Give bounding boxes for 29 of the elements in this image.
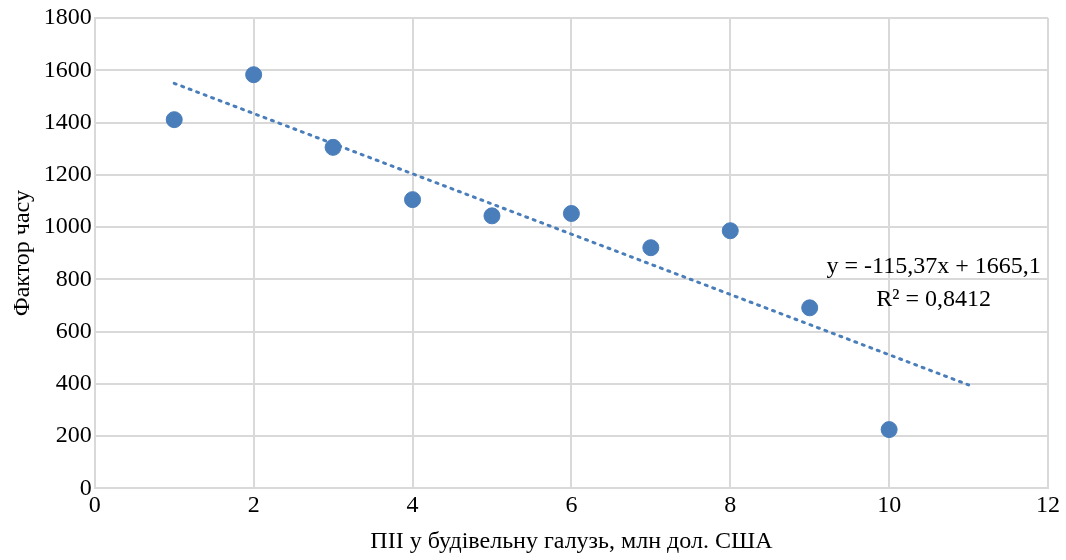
point bbox=[642, 239, 660, 257]
point bbox=[483, 207, 501, 225]
x-axis-title: ПІІ у будівельну галузь, млн дол. США bbox=[370, 526, 774, 553]
y-tick-label: 1800 bbox=[43, 3, 92, 30]
y-tick-label: 800 bbox=[55, 264, 92, 291]
y-tick-label: 200 bbox=[55, 421, 92, 448]
point bbox=[880, 421, 898, 439]
point bbox=[801, 299, 819, 317]
point bbox=[324, 138, 342, 156]
point bbox=[404, 191, 422, 209]
y-tick-label: 400 bbox=[55, 369, 92, 396]
x-tick-label: 10 bbox=[877, 491, 902, 518]
x-tick-label: 2 bbox=[247, 491, 260, 518]
point bbox=[245, 66, 263, 84]
y-tick-label: 1400 bbox=[43, 107, 92, 134]
x-tick-label: 8 bbox=[724, 491, 737, 518]
point bbox=[562, 204, 580, 222]
y-tick-label: 1000 bbox=[43, 212, 92, 239]
x-tick-label: 6 bbox=[565, 491, 578, 518]
point bbox=[165, 111, 183, 129]
point bbox=[721, 222, 739, 240]
y-axis-title: Фактор часу bbox=[7, 190, 34, 317]
annotation: R² = 0,8412 bbox=[876, 284, 991, 311]
y-tick-label: 600 bbox=[55, 316, 92, 343]
y-tick-label: 1600 bbox=[43, 55, 92, 82]
x-tick-label: 4 bbox=[406, 491, 419, 518]
x-tick-label: 12 bbox=[1036, 491, 1060, 518]
y-tick-label: 1200 bbox=[43, 160, 92, 187]
annotation: y = -115,37x + 1665,1 bbox=[826, 251, 1041, 278]
